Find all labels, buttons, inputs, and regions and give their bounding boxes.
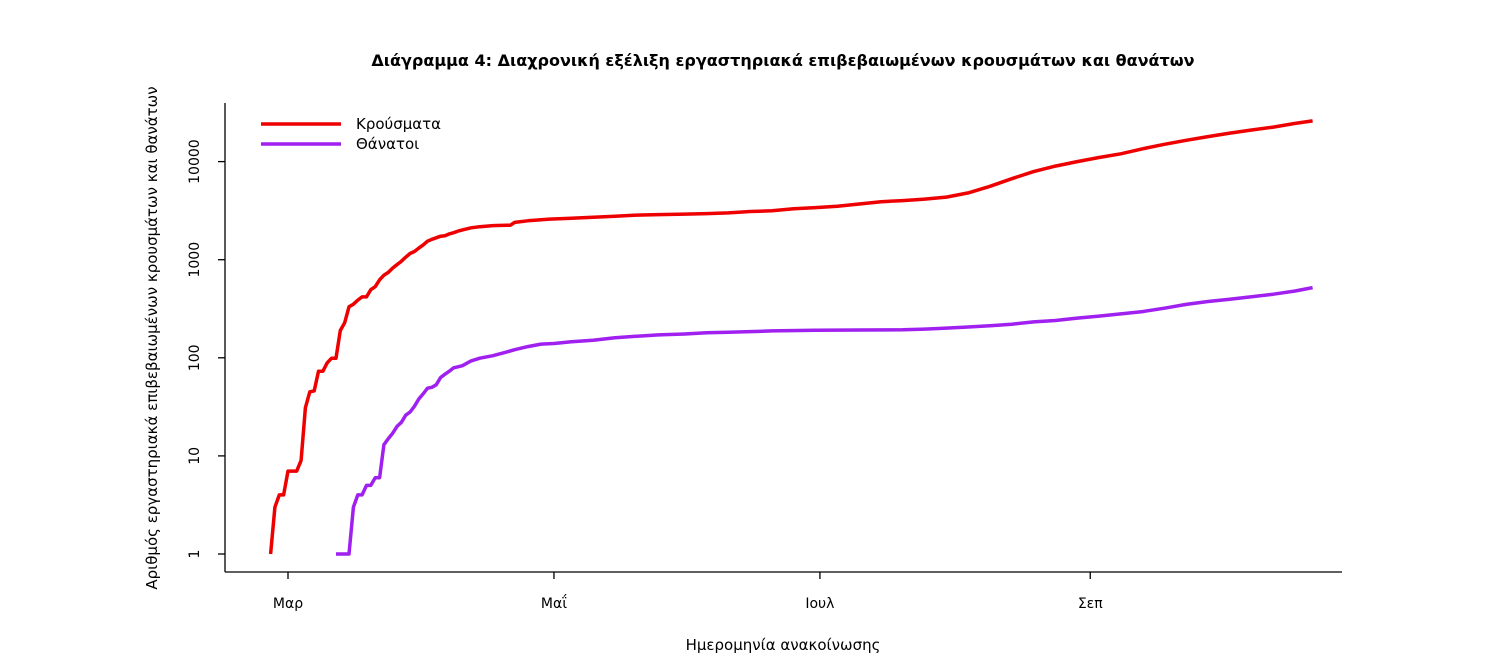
legend-label: Θάνατοι	[356, 135, 419, 153]
series-line-deaths	[336, 285, 1313, 556]
x-tick-label: Μαΐ	[541, 594, 567, 612]
x-axis-label: Ημερομηνία ανακοίνωσης	[686, 636, 881, 654]
legend: Κρούσματα Θάνατοι	[261, 115, 441, 153]
series-layer	[268, 119, 1313, 556]
y-tick-label: 10000	[187, 139, 203, 184]
y-axis-label: Αριθμός εργαστηριακά επιβεβαιωμένων κρου…	[143, 86, 161, 589]
chart-title: Διάγραμμα 4: Διαχρονική εξέλιξη εργαστηρ…	[371, 51, 1194, 70]
x-tick-label: Σεπ	[1078, 596, 1103, 612]
x-tick-label: Μαρ	[273, 596, 303, 612]
y-tick-label: 1000	[187, 242, 203, 278]
legend-label: Κρούσματα	[356, 115, 441, 133]
axes: 1 10 100 1000 10000 Μαρ Μαΐ Ιουλ Σεπ	[187, 103, 1342, 612]
series-line-cases	[268, 119, 1313, 555]
y-tick-label: 1	[187, 550, 203, 559]
y-tick-label: 10	[187, 447, 203, 465]
x-tick-label: Ιουλ	[805, 596, 834, 612]
y-tick-label: 100	[187, 344, 203, 371]
